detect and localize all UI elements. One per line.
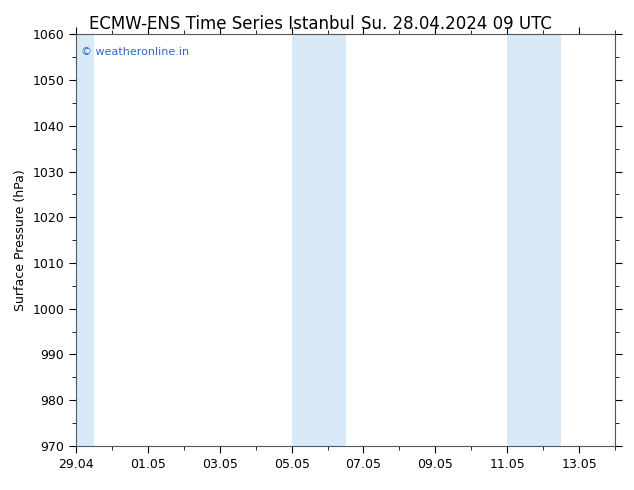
Bar bbox=[507, 34, 543, 446]
Text: © weatheronline.in: © weatheronline.in bbox=[81, 47, 190, 57]
Bar bbox=[292, 34, 328, 446]
Text: ECMW-ENS Time Series Istanbul: ECMW-ENS Time Series Istanbul bbox=[89, 15, 354, 33]
Bar bbox=[76, 34, 94, 446]
Bar bbox=[543, 34, 561, 446]
Bar bbox=[328, 34, 346, 446]
Y-axis label: Surface Pressure (hPa): Surface Pressure (hPa) bbox=[14, 169, 27, 311]
Text: Su. 28.04.2024 09 UTC: Su. 28.04.2024 09 UTC bbox=[361, 15, 552, 33]
